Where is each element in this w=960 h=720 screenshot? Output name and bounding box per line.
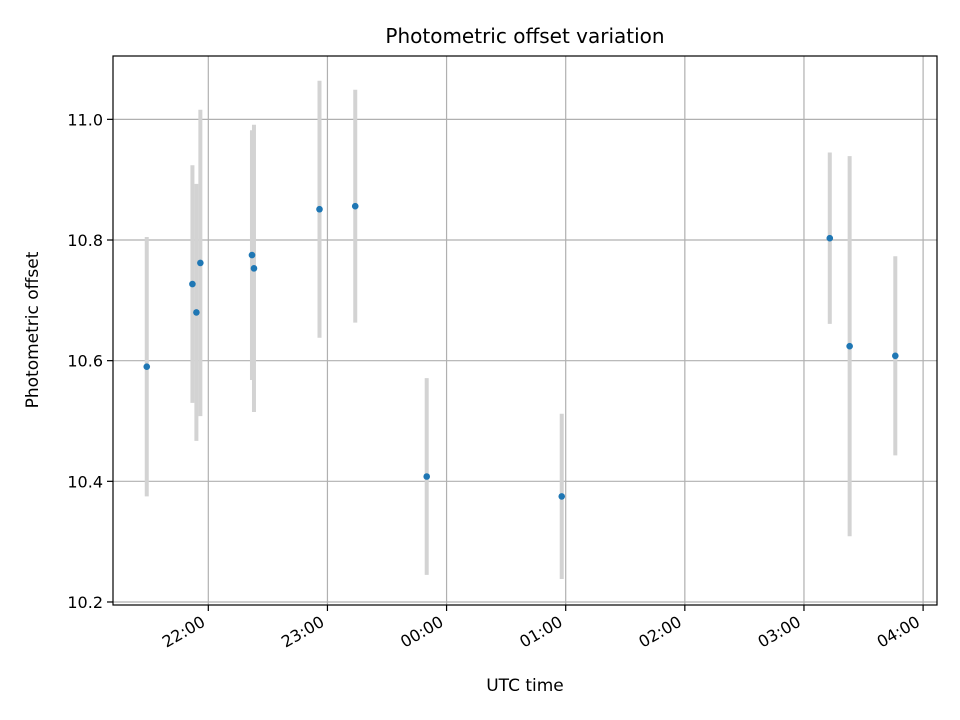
y-tick-label: 11.0 — [67, 110, 103, 129]
x-axis-label: UTC time — [486, 676, 564, 696]
error-bars — [144, 80, 898, 580]
data-point — [423, 473, 431, 480]
x-tick-label: 00:00 — [397, 612, 446, 652]
y-tick-label: 10.6 — [67, 352, 103, 371]
x-tick-label: 03:00 — [755, 612, 804, 652]
data-point — [143, 363, 151, 370]
y-tick-label: 10.8 — [67, 231, 103, 250]
data-point — [316, 205, 323, 213]
x-tick-label: 02:00 — [635, 612, 684, 652]
data-point — [193, 309, 200, 316]
x-tick-label: 23:00 — [278, 612, 327, 652]
y-axis-ticks: 10.2 10.4 10.6 10.8 11.0 — [67, 110, 113, 612]
data-point — [892, 352, 899, 360]
data-point — [189, 280, 196, 288]
y-axis-label: Photometric offset — [23, 251, 43, 408]
data-point — [197, 259, 204, 267]
grid-lines — [113, 56, 937, 605]
data-point — [250, 265, 258, 272]
y-tick-label: 10.4 — [67, 472, 103, 491]
plot-frame — [112, 55, 938, 606]
y-tick-label: 10.2 — [67, 593, 103, 612]
data-point — [351, 202, 359, 210]
data-point — [558, 493, 566, 500]
chart-title: Photometric offset variation — [385, 24, 664, 48]
x-tick-label: 01:00 — [516, 612, 565, 652]
data-points — [143, 202, 899, 500]
data-point — [826, 234, 834, 242]
x-axis-ticks: 22:00 23:00 00:00 01:00 02:00 03:00 04:00 — [159, 605, 924, 652]
data-point — [248, 251, 256, 259]
x-tick-label: 04:00 — [874, 612, 923, 652]
data-point — [846, 342, 853, 350]
x-tick-label: 22:00 — [159, 612, 208, 652]
